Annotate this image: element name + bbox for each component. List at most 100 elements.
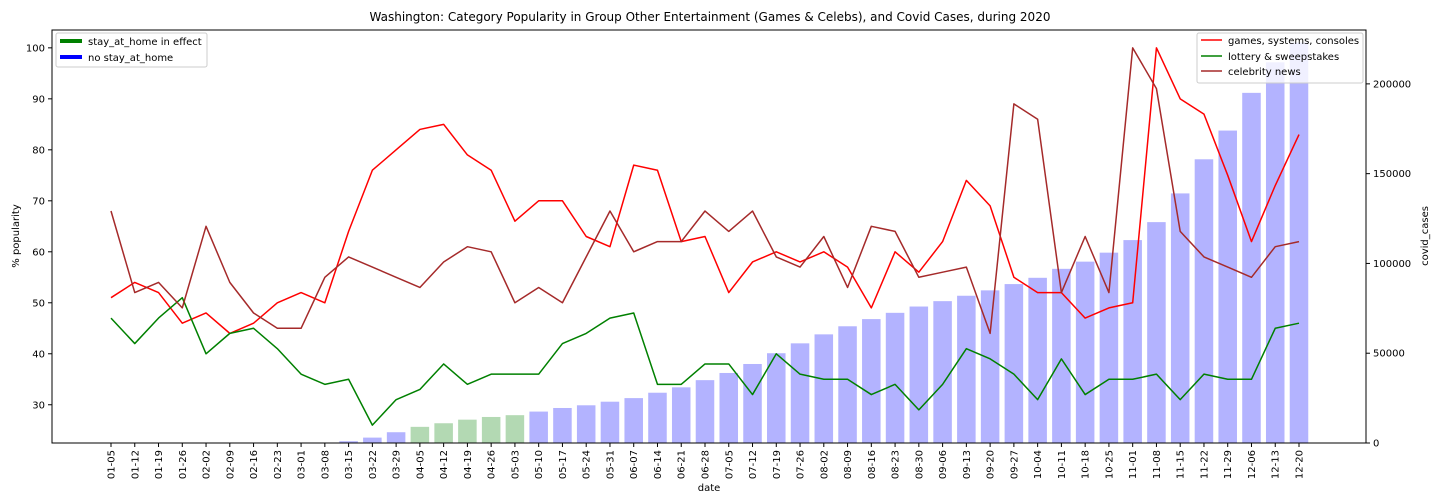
covid-cases-bar xyxy=(743,363,762,443)
x-tick-label: 03-15 xyxy=(344,450,355,479)
covid-cases-bar xyxy=(790,343,810,443)
x-tick-label: 04-26 xyxy=(487,450,498,479)
x-tick-label: 07-12 xyxy=(748,450,759,479)
y-right-tick-label: 100000 xyxy=(1373,259,1411,270)
x-tick-label: 09-06 xyxy=(938,450,949,479)
covid-cases-bar xyxy=(671,387,691,443)
covid-cases-bar xyxy=(553,407,572,443)
x-tick-label: 03-22 xyxy=(368,450,379,479)
y-left-tick-label: 40 xyxy=(32,349,45,360)
x-tick-label: 12-13 xyxy=(1271,450,1282,479)
covid-cases-bar xyxy=(339,441,358,443)
x-tick-label: 05-24 xyxy=(582,450,593,479)
x-tick-label: 07-05 xyxy=(724,450,735,479)
lines-layer xyxy=(110,47,1300,426)
y-left-tick-label: 80 xyxy=(32,145,45,156)
y-axis-left: 30 40 50 60 70 80 90 100 xyxy=(26,43,52,411)
plot-frame xyxy=(51,29,1367,444)
x-tick-label: 11-01 xyxy=(1128,450,1139,479)
legend-games-label: games, systems, consoles xyxy=(1228,36,1359,47)
x-tick-label: 06-21 xyxy=(677,450,688,479)
legend-left: stay_at_home in effect no stay_at_home xyxy=(55,32,208,68)
x-tick-label: 01-26 xyxy=(178,450,189,479)
x-tick-label: 04-12 xyxy=(439,450,450,479)
celebrity-line xyxy=(110,47,1300,335)
covid-cases-bar xyxy=(1075,261,1095,443)
covid-cases-bar xyxy=(624,398,643,443)
x-tick-label: 09-27 xyxy=(1009,450,1020,479)
x-tick-label: 08-02 xyxy=(819,450,830,479)
covid-cases-bar xyxy=(933,301,952,443)
covid-cases-bar xyxy=(529,411,548,443)
lottery-line xyxy=(110,296,1300,426)
x-tick-label: 02-16 xyxy=(249,450,260,479)
covid-cases-bar xyxy=(767,353,786,443)
y-left-tick-label: 30 xyxy=(32,400,45,411)
covid-cases-bar xyxy=(600,401,620,443)
x-tick-label: 01-12 xyxy=(130,450,141,479)
legend-celebrity-label: celebrity news xyxy=(1228,67,1301,78)
x-tick-label: 07-19 xyxy=(772,450,783,479)
y-right-tick-label: 150000 xyxy=(1373,169,1411,180)
covid-cases-bar xyxy=(1052,268,1071,443)
x-tick-label: 09-13 xyxy=(962,450,973,479)
legend-stay-at-home-label: stay_at_home in effect xyxy=(88,37,202,48)
y-right-tick-label: 200000 xyxy=(1373,79,1411,90)
x-tick-label: 10-18 xyxy=(1081,450,1092,479)
covid-cases-bar xyxy=(957,295,976,443)
x-tick-label: 02-23 xyxy=(273,450,284,479)
covid-cases-bar xyxy=(481,416,501,443)
covid-cases-bar xyxy=(1123,240,1142,443)
x-axis-label: date xyxy=(698,483,721,494)
bars-layer xyxy=(339,42,1309,444)
x-tick-label: 11-22 xyxy=(1199,450,1210,479)
covid-cases-bar xyxy=(1194,159,1214,444)
x-axis: 01-05 01-12 01-19 01-26 02-02 02-09 02-16 02-23… xyxy=(107,443,1306,479)
x-tick-label: 03-08 xyxy=(320,450,331,479)
covid-cases-bar xyxy=(434,423,453,443)
x-tick-label: 11-08 xyxy=(1152,450,1163,479)
legend-right: games, systems, consoles lottery & sweep… xyxy=(1196,32,1364,84)
covid-cases-bar xyxy=(363,437,382,443)
covid-cases-bar xyxy=(1289,42,1309,443)
covid-cases-bar xyxy=(1242,92,1261,443)
x-tick-label: 09-20 xyxy=(986,450,997,479)
covid-cases-bar xyxy=(505,415,525,443)
x-tick-label: 11-29 xyxy=(1223,450,1234,479)
y-left-tick-label: 70 xyxy=(32,196,45,207)
covid-cases-bar xyxy=(386,432,406,443)
x-tick-label: 08-09 xyxy=(843,450,854,479)
x-tick-label: 04-05 xyxy=(415,450,426,479)
covid-cases-bar xyxy=(1147,222,1166,443)
x-tick-label: 06-07 xyxy=(629,450,640,479)
covid-cases-bar xyxy=(838,326,857,443)
covid-cases-bar xyxy=(1004,284,1024,443)
games-line xyxy=(110,47,1300,335)
x-tick-label: 08-16 xyxy=(867,450,878,479)
x-tick-label: 10-11 xyxy=(1057,450,1068,479)
x-tick-label: 10-25 xyxy=(1104,450,1115,479)
x-tick-label: 12-06 xyxy=(1247,450,1258,479)
x-tick-label: 04-19 xyxy=(463,450,474,479)
covid-cases-bar xyxy=(862,319,881,443)
legend-left-box xyxy=(55,32,208,68)
chart-title: Washington: Category Popularity in Group… xyxy=(370,10,1051,24)
x-tick-label: 06-28 xyxy=(701,450,712,479)
x-tick-label: 08-30 xyxy=(914,450,925,479)
covid-cases-bar xyxy=(885,312,905,443)
legend-right-box xyxy=(1196,32,1364,84)
covid-cases-bar xyxy=(576,405,596,443)
y-left-tick-label: 100 xyxy=(26,43,45,54)
x-tick-label: 07-26 xyxy=(796,450,807,479)
y-axis-left-label: % popularity xyxy=(11,204,22,268)
covid-cases-bar xyxy=(410,426,430,443)
covid-cases-bar xyxy=(814,334,834,443)
legend-lottery-label: lottery & sweepstakes xyxy=(1228,52,1339,63)
y-axis-right-label: covid_cases xyxy=(1420,206,1431,266)
x-tick-label: 01-05 xyxy=(107,450,118,479)
covid-cases-bar xyxy=(1265,62,1285,443)
y-right-tick-label: 50000 xyxy=(1373,349,1405,360)
covid-cases-bar xyxy=(1218,130,1237,443)
x-tick-label: 03-29 xyxy=(392,450,403,479)
